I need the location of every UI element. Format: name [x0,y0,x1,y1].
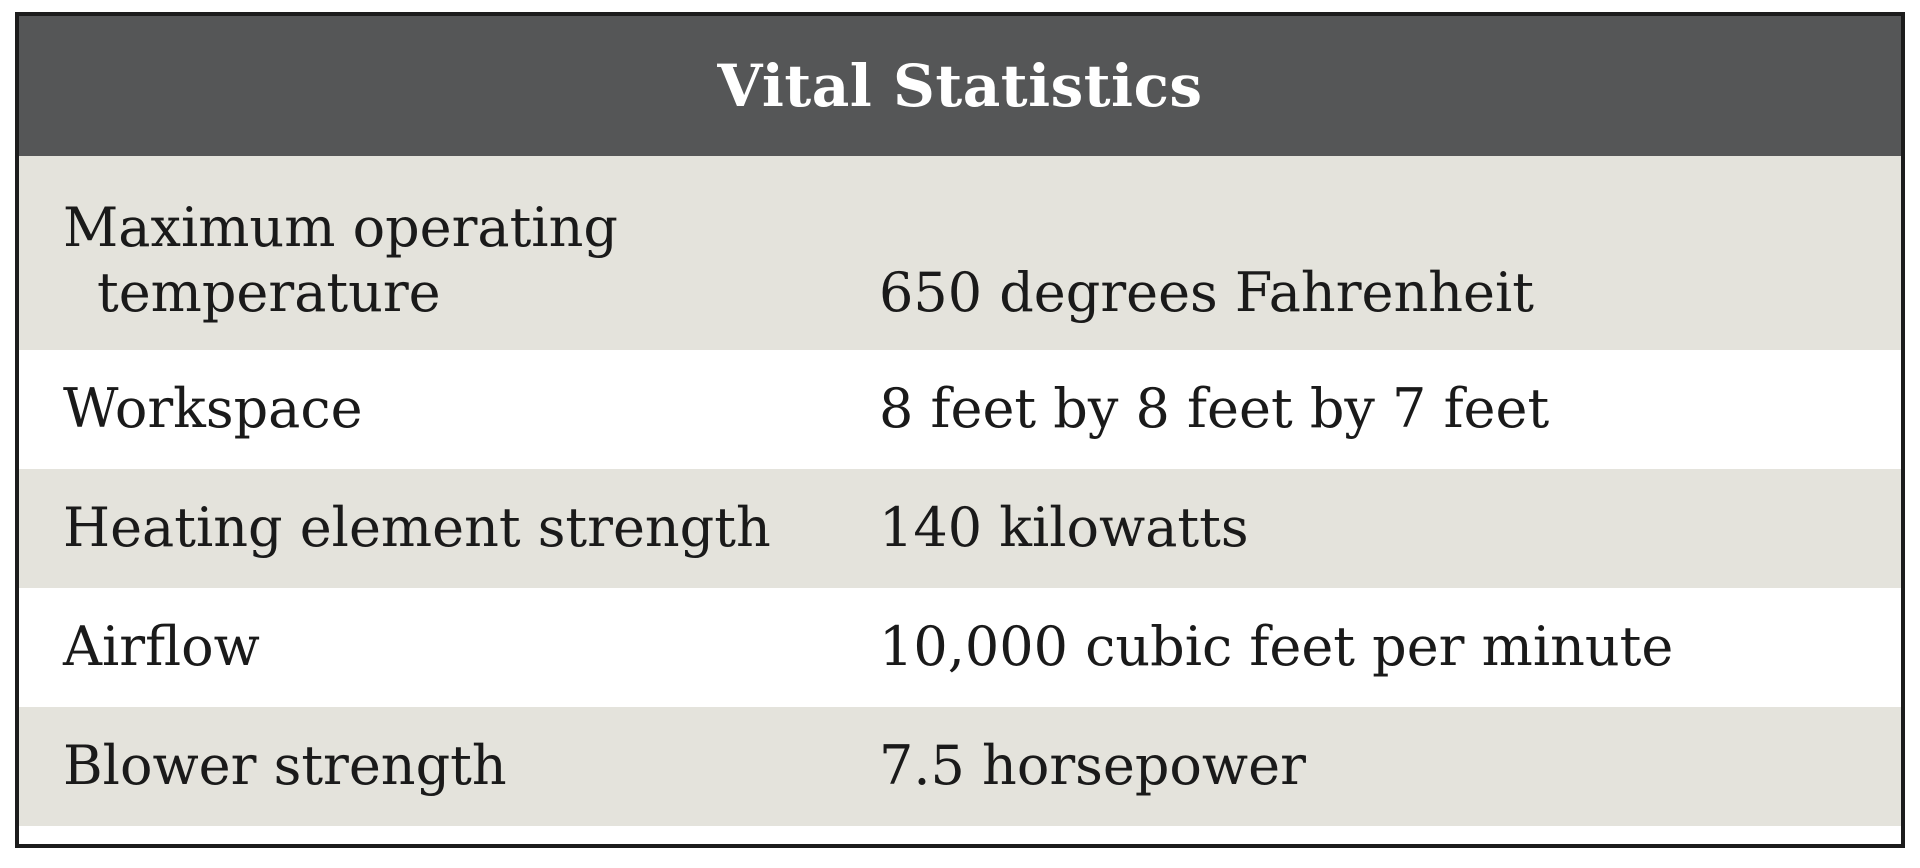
table-row: Blower strength 7.5 horsepower [19,707,1901,826]
row-label-line: temperature [97,261,441,325]
table-title: Vital Statistics [717,52,1203,120]
table-row: Airflow 10,000 cubic feet per minute [19,588,1901,707]
vital-statistics-table: Vital Statistics Maximum operating tempe… [15,12,1905,848]
row-label: Heating element strength [63,496,771,560]
table-row: Maximum operating temperature 650 degree… [19,156,1901,350]
row-value: 8 feet by 8 feet by 7 feet [879,377,1550,441]
row-label: Blower strength [63,734,507,798]
row-label: Workspace [63,377,363,441]
row-label: Airflow [63,615,260,679]
row-value: 140 kilowatts [879,496,1249,560]
row-label-line: Maximum operating [63,196,618,260]
row-value: 650 degrees Fahrenheit [879,261,1534,325]
table-header: Vital Statistics [19,16,1901,156]
table-body: Maximum operating temperature 650 degree… [19,156,1901,826]
row-label: Maximum operating temperature [19,196,879,326]
table-row: Workspace 8 feet by 8 feet by 7 feet [19,350,1901,469]
row-value: 7.5 horsepower [879,734,1306,798]
row-value: 10,000 cubic feet per minute [879,615,1674,679]
table-row: Heating element strength 140 kilowatts [19,469,1901,588]
